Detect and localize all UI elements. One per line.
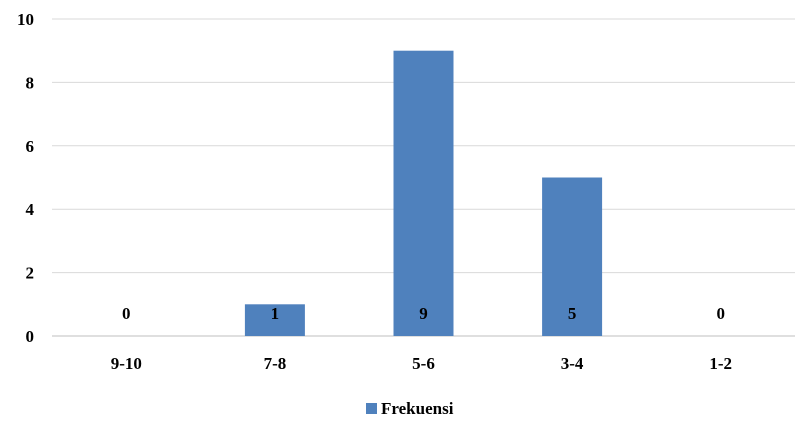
data-labels: 0 1 9 5 0 bbox=[122, 304, 725, 323]
legend-swatch bbox=[366, 403, 377, 414]
legend: Frekuensi bbox=[366, 399, 454, 418]
data-label-9-10: 0 bbox=[122, 304, 131, 323]
y-tick-label: 4 bbox=[26, 200, 35, 219]
bar-7-8 bbox=[244, 304, 305, 336]
bars bbox=[244, 50, 603, 336]
data-label-5-6: 9 bbox=[419, 304, 428, 323]
y-tick-label: 2 bbox=[26, 264, 35, 283]
y-axis: 0 2 4 6 8 10 bbox=[17, 10, 35, 346]
y-tick-label: 8 bbox=[26, 73, 35, 92]
data-label-1-2: 0 bbox=[716, 304, 725, 323]
bar-5-6 bbox=[393, 50, 454, 336]
bar-3-4 bbox=[542, 177, 603, 336]
x-tick-label-9-10: 9-10 bbox=[111, 354, 142, 373]
legend-label-frekuensi: Frekuensi bbox=[381, 399, 454, 418]
y-tick-label: 0 bbox=[26, 327, 35, 346]
x-tick-label-5-6: 5-6 bbox=[412, 354, 435, 373]
x-tick-label-3-4: 3-4 bbox=[561, 354, 584, 373]
data-label-3-4: 5 bbox=[568, 304, 577, 323]
x-tick-label-1-2: 1-2 bbox=[709, 354, 732, 373]
y-tick-label: 6 bbox=[26, 137, 35, 156]
y-tick-label: 10 bbox=[17, 10, 34, 29]
x-tick-label-7-8: 7-8 bbox=[264, 354, 287, 373]
x-axis: 9-10 7-8 5-6 3-4 1-2 bbox=[111, 354, 732, 373]
data-label-7-8: 1 bbox=[271, 304, 280, 323]
